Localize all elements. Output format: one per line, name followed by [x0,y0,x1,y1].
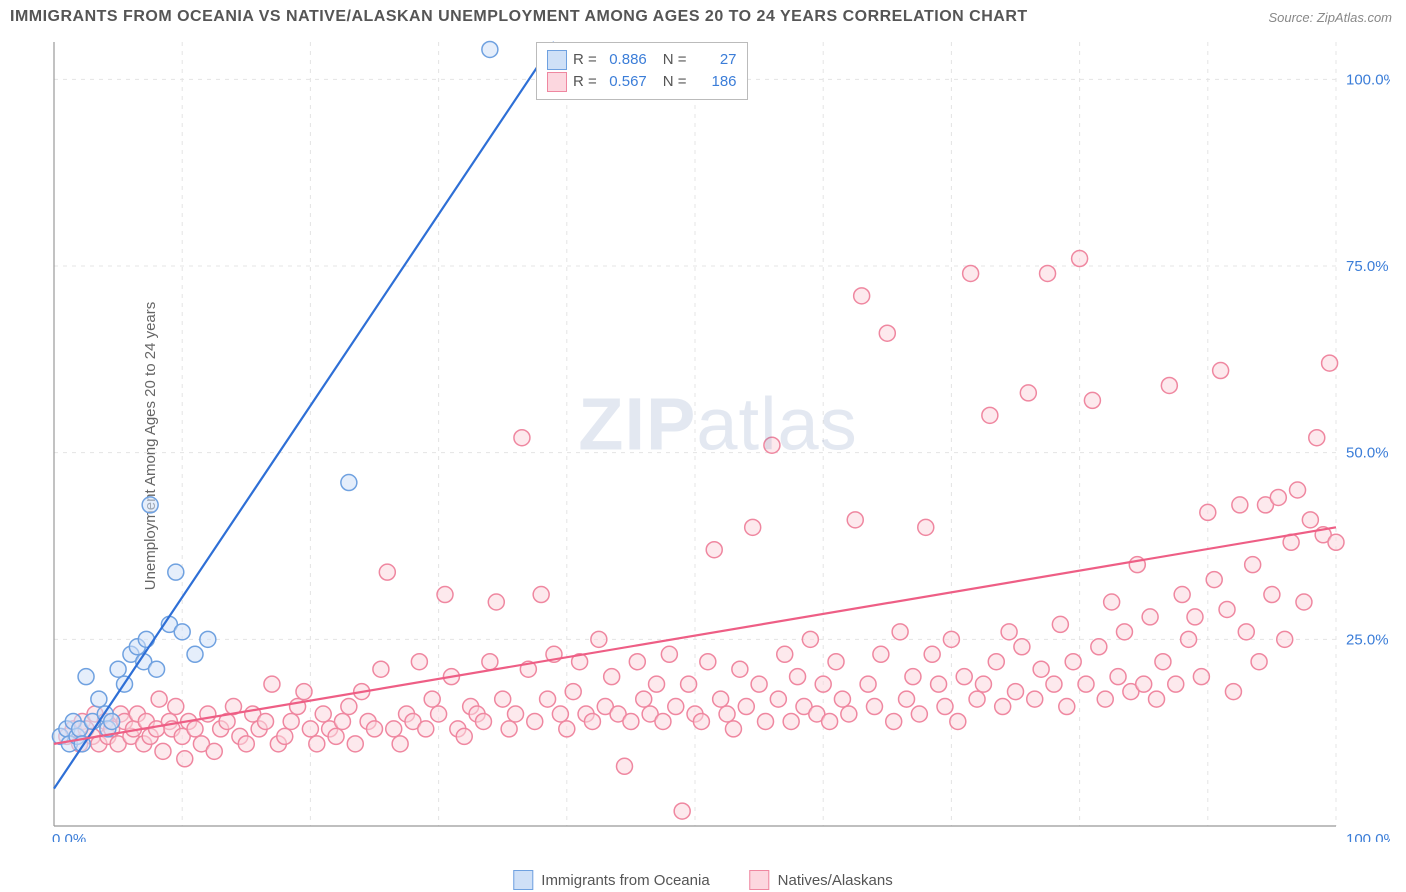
series-legend-item: Natives/Alaskans [750,870,893,890]
legend-swatch [750,870,770,890]
correlation-chart: 25.0%50.0%75.0%100.0%0.0%100.0% ZIPatlas… [46,38,1390,842]
series-legend: Immigrants from Oceania Natives/Alaskans [513,870,892,890]
svg-text:100.0%: 100.0% [1346,831,1390,842]
svg-text:75.0%: 75.0% [1346,258,1389,275]
svg-text:25.0%: 25.0% [1346,631,1389,648]
source-label: Source: ZipAtlas.com [1268,10,1392,25]
svg-text:50.0%: 50.0% [1346,445,1389,462]
series-legend-item: Immigrants from Oceania [513,870,709,890]
series-legend-label: Immigrants from Oceania [541,872,709,889]
svg-text:0.0%: 0.0% [52,831,86,842]
stats-legend-row: R =0.567N =186 [547,71,737,93]
legend-swatch [547,50,567,70]
svg-text:100.0%: 100.0% [1346,71,1390,88]
stats-legend: R =0.886N =27R =0.567N =186 [536,42,748,100]
chart-title: IMMIGRANTS FROM OCEANIA VS NATIVE/ALASKA… [10,8,1028,26]
legend-swatch [513,870,533,890]
chart-canvas: 25.0% 50.0% 75.0% 100.0% 0.0% 100.0% [46,38,1390,842]
series-legend-label: Natives/Alaskans [778,872,893,889]
legend-swatch [547,72,567,92]
stats-legend-row: R =0.886N =27 [547,49,737,71]
